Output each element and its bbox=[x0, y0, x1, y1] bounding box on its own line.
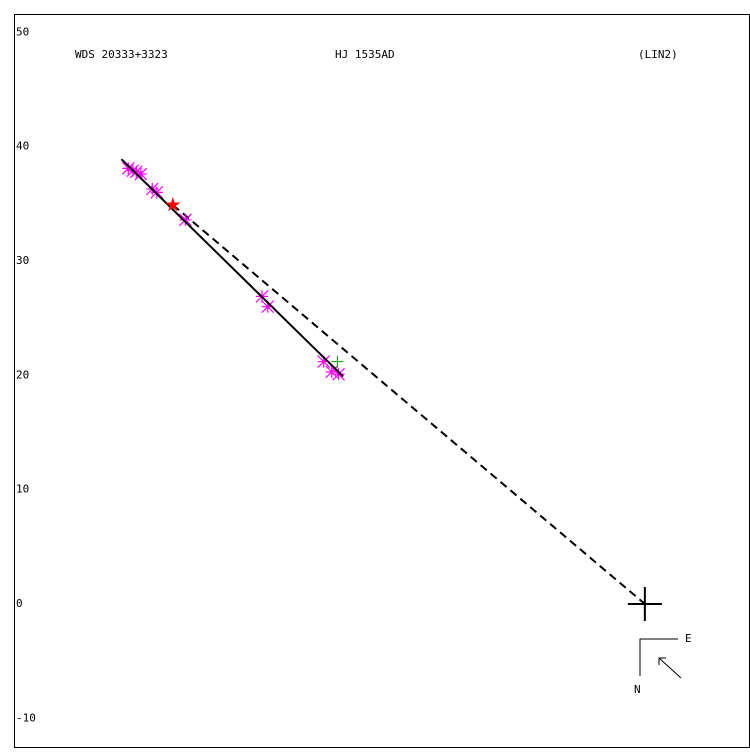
compass-axes bbox=[639, 638, 678, 676]
star-point bbox=[165, 196, 181, 212]
y-tick-label: 20 bbox=[16, 368, 29, 381]
observation-point bbox=[332, 367, 345, 381]
y-tick-label: 40 bbox=[16, 140, 29, 153]
compass-arrow bbox=[658, 657, 682, 679]
compass-north: N bbox=[634, 683, 641, 696]
dashed-line bbox=[172, 204, 646, 605]
observation-point bbox=[325, 365, 339, 379]
label: HJ 1535AD bbox=[335, 48, 395, 61]
observation-point bbox=[150, 185, 164, 199]
label: (LIN2) bbox=[638, 48, 678, 61]
compass-east: E bbox=[685, 632, 692, 645]
observation-point bbox=[261, 300, 275, 314]
observation-point bbox=[121, 161, 135, 175]
plus-point bbox=[331, 355, 344, 368]
y-tick-label: 30 bbox=[16, 254, 29, 267]
origin-cross bbox=[627, 586, 662, 621]
y-tick-label: 10 bbox=[16, 483, 29, 496]
label: WDS 20333+3323 bbox=[75, 48, 168, 61]
y-tick-label: 50 bbox=[16, 25, 29, 38]
fit-line bbox=[120, 158, 344, 378]
y-tick-label: -10 bbox=[16, 711, 36, 724]
observation-point bbox=[179, 213, 192, 227]
y-tick-label: 0 bbox=[16, 597, 23, 610]
compass bbox=[639, 638, 682, 679]
compass-arrowhead bbox=[658, 657, 666, 665]
observation-point bbox=[134, 167, 148, 181]
observation-point bbox=[129, 165, 143, 179]
observation-point bbox=[317, 355, 331, 368]
